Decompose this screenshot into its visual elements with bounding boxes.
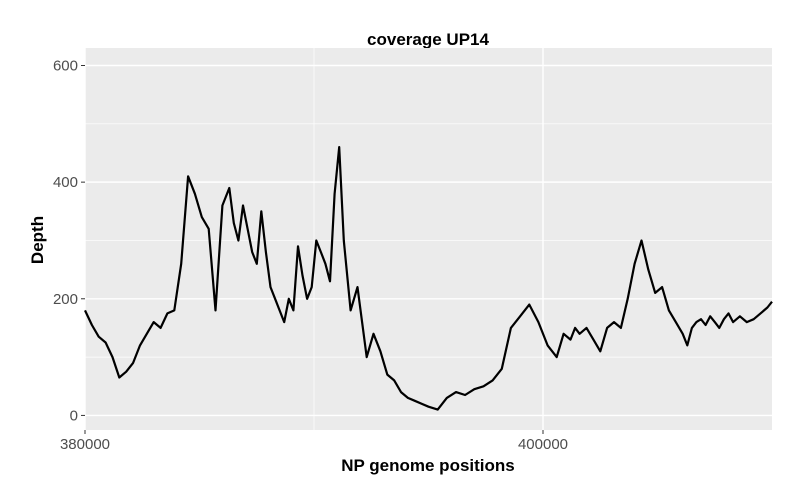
y-tick-label: 400 bbox=[53, 174, 78, 191]
y-axis-label: Depth bbox=[28, 216, 47, 264]
plot-panel bbox=[85, 48, 772, 430]
grid-lines bbox=[84, 48, 772, 430]
x-tick-label: 400000 bbox=[518, 436, 568, 453]
x-tick-label: 380000 bbox=[60, 436, 110, 453]
y-tick-label: 0 bbox=[70, 407, 78, 424]
axis-ticks: 0 200 400 600 380000 400000 bbox=[53, 57, 568, 453]
y-tick-label: 200 bbox=[53, 291, 78, 308]
x-axis-label: NP genome positions bbox=[341, 456, 515, 475]
chart-title: coverage UP14 bbox=[367, 30, 489, 49]
y-tick-label: 600 bbox=[53, 57, 78, 74]
coverage-line bbox=[84, 146, 773, 411]
